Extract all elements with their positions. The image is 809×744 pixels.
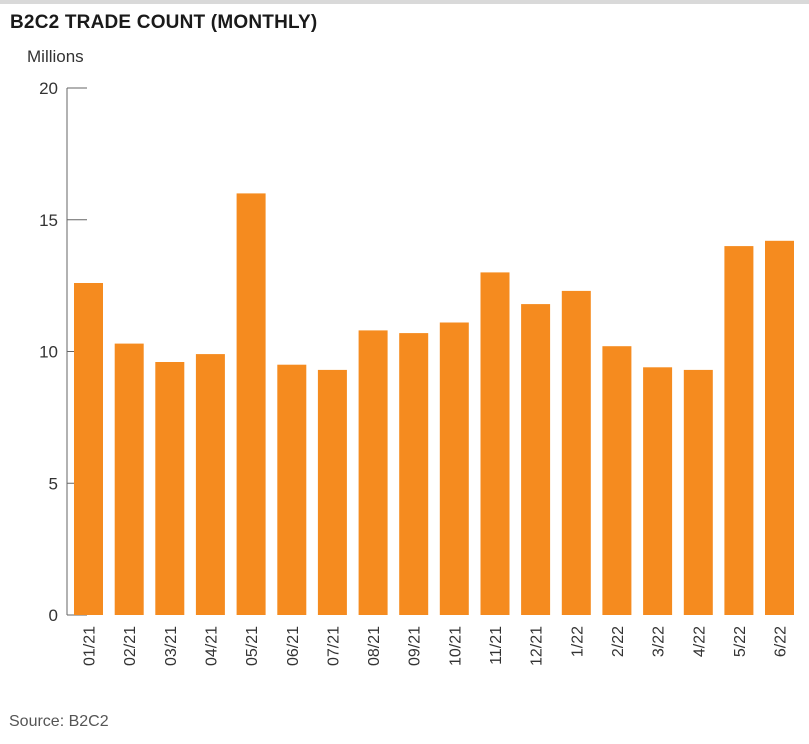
- x-tick-label: 06/21: [285, 626, 302, 666]
- bar-1-22: [561, 290, 591, 615]
- bar-6-22: [765, 240, 794, 616]
- y-tick-label: 5: [49, 474, 58, 493]
- bar-06-21: [277, 364, 307, 615]
- y-tick-label: 10: [39, 343, 58, 362]
- y-axis-unit-label: Millions: [27, 47, 84, 66]
- x-axis-labels: 01/21 02/21 03/21 04/21 05/21 06/21 07/21 08/21…: [82, 626, 790, 666]
- bar-3-22: [643, 367, 673, 615]
- bar-09-21: [399, 333, 429, 615]
- y-tick-label: 20: [39, 79, 58, 98]
- x-tick-label: 09/21: [407, 626, 424, 666]
- bar-04-21: [195, 354, 225, 615]
- bar-02-21: [114, 343, 144, 615]
- y-tick-label: 15: [39, 211, 58, 230]
- x-tick-label: 08/21: [366, 626, 383, 666]
- top-rule: [0, 0, 809, 4]
- x-tick-label: 07/21: [325, 626, 342, 666]
- x-tick-label: 6/22: [773, 626, 790, 657]
- x-tick-label: 10/21: [447, 626, 464, 666]
- bar-05-21: [236, 193, 266, 615]
- bar-2-22: [602, 346, 632, 615]
- bars: [74, 193, 794, 616]
- x-tick-label: 5/22: [732, 626, 749, 657]
- bar-03-21: [155, 362, 185, 615]
- x-tick-label: 04/21: [203, 626, 220, 666]
- x-tick-label: 01/21: [82, 626, 99, 666]
- bar-12-21: [521, 304, 551, 615]
- bar-4-22: [683, 369, 713, 615]
- x-tick-label: 12/21: [529, 626, 546, 666]
- x-tick-label: 4/22: [691, 626, 708, 657]
- bar-10-21: [439, 322, 469, 615]
- chart-title: B2C2 TRADE COUNT (MONTHLY): [10, 12, 318, 33]
- x-tick-label: 1/22: [569, 626, 586, 657]
- x-tick-label: 3/22: [651, 626, 668, 657]
- bar-11-21: [480, 272, 510, 615]
- bar-07-21: [317, 369, 347, 615]
- x-tick-label: 05/21: [244, 626, 261, 666]
- x-tick-label: 03/21: [163, 626, 180, 666]
- bar-01-21: [74, 283, 103, 615]
- x-tick-label: 11/21: [488, 626, 505, 665]
- bar-08-21: [358, 330, 388, 615]
- x-tick-label: 02/21: [122, 626, 139, 666]
- y-tick-label: 0: [49, 606, 58, 625]
- x-tick-label: 2/22: [610, 626, 627, 657]
- bar-5-22: [724, 246, 754, 615]
- source-note: Source: B2C2: [9, 713, 109, 730]
